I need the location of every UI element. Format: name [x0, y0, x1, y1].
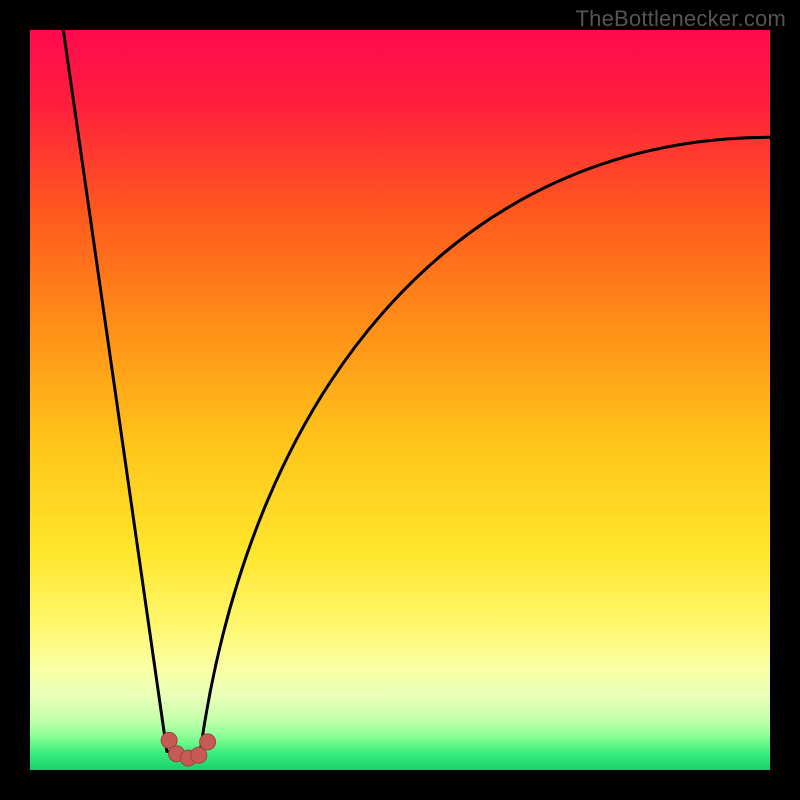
plot-area	[30, 30, 770, 770]
watermark-text: TheBottlenecker.com	[576, 6, 786, 32]
trough-marker	[200, 734, 216, 750]
trough-markers	[161, 732, 215, 766]
stage: TheBottlenecker.com	[0, 0, 800, 800]
bottleneck-curve	[63, 30, 770, 755]
curve-layer	[30, 30, 770, 770]
